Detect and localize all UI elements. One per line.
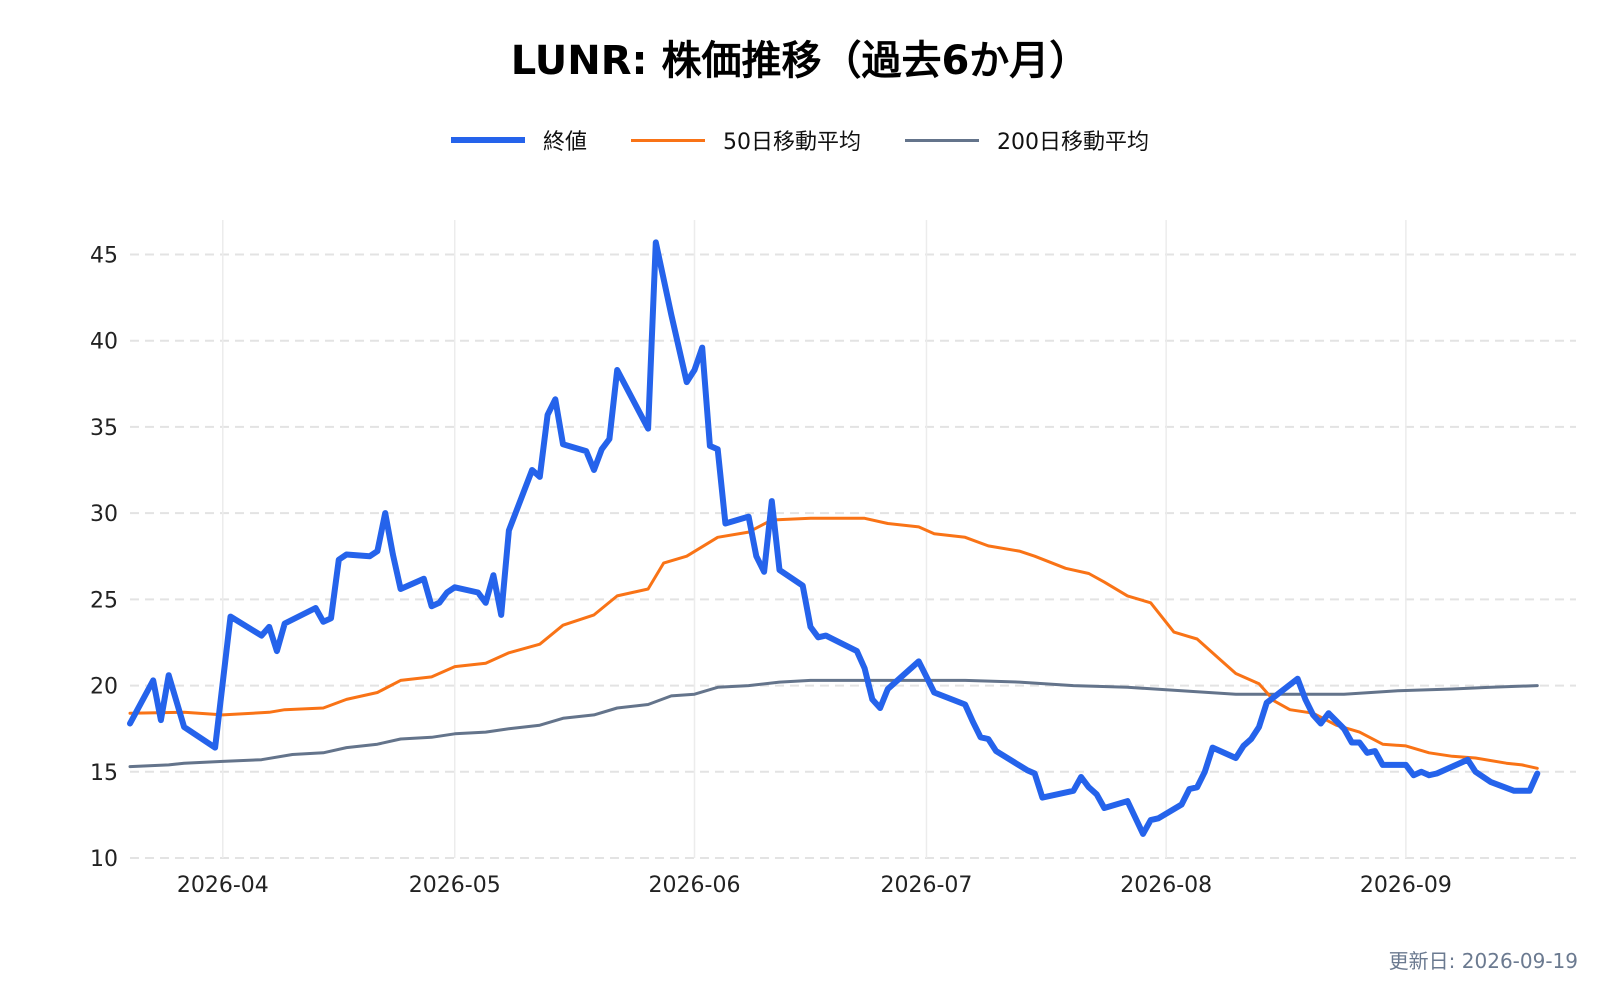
legend-item-ma50[interactable]: 50日移動平均 [631, 124, 861, 156]
y-tick-label: 45 [90, 243, 118, 268]
y-tick-label: 10 [90, 847, 118, 872]
x-tick-label: 2026-04 [177, 873, 269, 898]
legend: 終値 50日移動平均 200日移動平均 [0, 124, 1600, 156]
legend-swatch-ma200 [905, 138, 979, 142]
series-layer [127, 239, 1541, 837]
chart-title: LUNR: 株価推移（過去6か月） [510, 38, 1090, 84]
grid-layer [130, 220, 1576, 859]
x-tick-label: 2026-08 [1120, 873, 1212, 898]
legend-swatch-ma50 [631, 138, 705, 142]
x-tick-label: 2026-06 [649, 873, 741, 898]
x-tick-label: 2026-09 [1360, 873, 1452, 898]
legend-label-close: 終値 [542, 130, 587, 155]
legend-item-ma200[interactable]: 200日移動平均 [905, 124, 1149, 156]
series-line-ma200 [128, 678, 1539, 769]
x-tick-label: 2026-05 [409, 873, 501, 898]
y-tick-label: 30 [90, 502, 118, 527]
legend-item-close[interactable]: 終値 [450, 124, 587, 156]
series-line-close [127, 239, 1541, 837]
legend-swatch-close [450, 137, 525, 143]
y-tick-label: 20 [90, 675, 118, 700]
y-tick-label: 40 [90, 330, 118, 355]
axis-layer: 10 15 20 25 30 35 40 45 2026-04 2026-05 2026-06 202… [90, 243, 1452, 898]
y-tick-label: 25 [90, 588, 118, 613]
legend-label-ma200: 200日移動平均 [997, 130, 1149, 155]
updated-date-label: 更新日: 2026-09-19 [1388, 949, 1578, 973]
y-tick-label: 15 [90, 761, 118, 786]
legend-label-ma50: 50日移動平均 [723, 130, 861, 155]
x-tick-label: 2026-07 [880, 873, 972, 898]
y-tick-label: 35 [90, 416, 118, 441]
